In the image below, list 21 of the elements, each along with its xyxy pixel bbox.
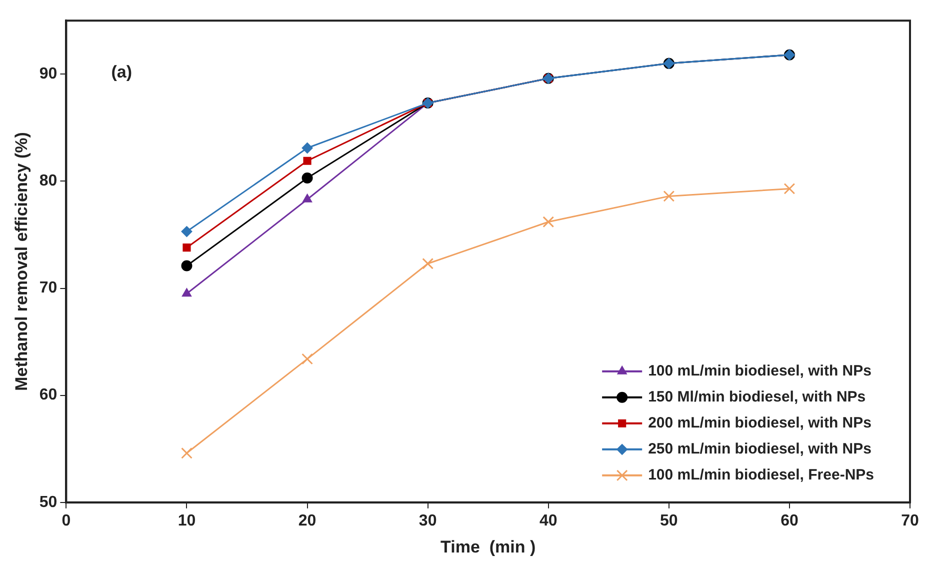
y-tick-label: 90 — [39, 66, 58, 83]
y-tick-label: 50 — [39, 494, 58, 511]
x-tick-label: 60 — [780, 512, 798, 530]
x-tick-label: 20 — [298, 512, 316, 530]
x-tick-label: 0 — [62, 512, 71, 530]
x-tick-label: 10 — [178, 512, 196, 530]
x-axis-title: Time (min ) — [440, 537, 536, 556]
y-tick-label: 60 — [39, 386, 58, 404]
annotation: (a) — [111, 62, 132, 82]
legend-label: 200 mL/min biodiesel, with NPs — [648, 414, 872, 432]
y-tick-label: 70 — [39, 280, 58, 297]
legend-label: 100 mL/min biodiesel, Free-NPs — [648, 466, 874, 484]
x-tick-label: 70 — [901, 512, 919, 530]
legend-label: 100 mL/min biodiesel, with NPs — [648, 362, 872, 380]
y-tick-label: 80 — [39, 172, 58, 190]
legend-label: 150 Ml/min biodiesel, with NPs — [648, 388, 866, 406]
y-axis-title: Methanol removal efficiency (%) — [12, 132, 31, 391]
legend-label: 250 mL/min biodiesel, with NPs — [648, 440, 872, 458]
x-tick-label: 30 — [418, 512, 437, 530]
x-tick-label: 40 — [539, 512, 558, 530]
x-tick-label: 50 — [660, 512, 678, 530]
